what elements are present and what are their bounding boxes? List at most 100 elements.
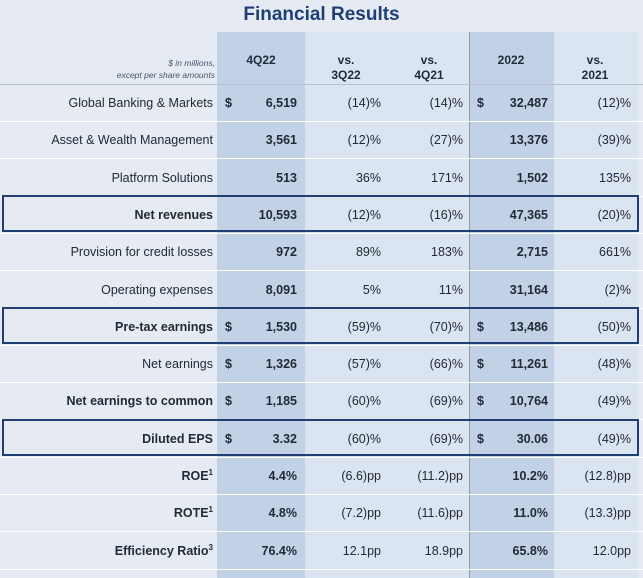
row-separator: [0, 233, 643, 234]
value-2022: 65.8%: [512, 544, 548, 558]
value-4q22: 3,561: [265, 133, 297, 147]
row-separator: [0, 382, 643, 383]
pct-vs-3q22: (6.6)pp: [341, 469, 381, 483]
pct-vs-3q22: 89%: [355, 245, 381, 259]
header-col-vs-2021: vs. 2021: [581, 53, 609, 82]
pct-vs-4q21: (69)%: [429, 432, 463, 446]
value-4q22: 4.8%: [268, 506, 298, 520]
row-separator: [0, 121, 643, 122]
value-2022: 2,715: [516, 245, 548, 259]
row-separator: [0, 158, 643, 159]
table-row: Global Banking & Markets $6,519 (14)% (14)%…: [0, 85, 643, 122]
value-4q22: 76.4%: [261, 544, 297, 558]
pct-vs-4q21: 171%: [431, 171, 463, 185]
currency-symbol: $: [225, 432, 232, 446]
table-row: Diluted EPS $3.32 (60)% (69)% $30.06 (49)%: [0, 421, 643, 458]
currency-symbol: $: [477, 357, 484, 371]
pct-vs-2021: 12.0pp: [592, 544, 631, 558]
year-divider: [469, 32, 470, 578]
value-2022: 47,365: [509, 208, 548, 222]
row-label: Platform Solutions: [111, 171, 213, 185]
row-label: ROE1: [181, 467, 213, 483]
pct-vs-2021: (50)%: [597, 320, 631, 334]
pct-vs-3q22: (57)%: [347, 357, 381, 371]
pct-vs-4q21: (27)%: [429, 133, 463, 147]
pct-vs-3q22: 5%: [362, 283, 381, 297]
value-2022: 11,261: [510, 357, 548, 371]
pct-vs-3q22: (59)%: [347, 320, 381, 334]
row-label: Provision for credit losses: [70, 245, 213, 259]
col-vs2021-bg: [554, 32, 638, 578]
pct-vs-4q21: (70)%: [429, 320, 463, 334]
value-2022: 13,376: [509, 133, 548, 147]
currency-symbol: $: [477, 320, 484, 334]
footnote-marker: 1: [208, 504, 213, 514]
pct-vs-2021: (12.8)pp: [584, 469, 631, 483]
currency-symbol: $: [477, 432, 484, 446]
value-4q22: 10,593: [258, 208, 297, 222]
page-title: Financial Results: [243, 4, 400, 25]
col-4q22-bg: [217, 32, 305, 578]
pct-vs-2021: (49)%: [597, 394, 631, 408]
pct-vs-2021: (13.3)pp: [584, 506, 631, 520]
table-row: Asset & Wealth Management 3,561 (12)% (27)%…: [0, 122, 643, 159]
footnote-marker: 3: [208, 542, 213, 552]
value-4q22: 8,091: [265, 283, 297, 297]
header-col-vs-4q21: vs. 4Q21: [414, 53, 444, 82]
value-4q22: 1,326: [265, 357, 297, 371]
currency-symbol: $: [477, 96, 484, 110]
table-row: Efficiency Ratio3 76.4% 12.1pp 18.9pp 65.8% 1…: [0, 533, 643, 570]
row-label: Net earnings to common: [66, 394, 213, 408]
pct-vs-3q22: (60)%: [347, 432, 381, 446]
row-label: Pre-tax earnings: [115, 320, 213, 334]
value-4q22: 972: [276, 245, 297, 259]
pct-vs-2021: (49)%: [597, 432, 631, 446]
header-divider: [0, 84, 643, 85]
row-separator: [0, 270, 643, 271]
table-row: Net revenues 10,593 (12)% (16)% 47,365 (20)%: [0, 197, 643, 234]
row-label: Net earnings: [142, 357, 213, 371]
pct-vs-3q22: (12)%: [347, 208, 381, 222]
pct-vs-3q22: (7.2)pp: [341, 506, 381, 520]
value-2022: 10,764: [509, 394, 548, 408]
value-2022: 1,502: [516, 171, 548, 185]
table-row: ROE1 4.4% (6.6)pp (11.2)pp 10.2% (12.8)pp: [0, 458, 643, 495]
table-row: Platform Solutions 513 36% 171% 1,502 135%: [0, 160, 643, 197]
highlight-box-net-revenues: [2, 195, 639, 232]
pct-vs-2021: (39)%: [597, 133, 631, 147]
row-label: Diluted EPS: [142, 432, 213, 446]
currency-symbol: $: [225, 96, 232, 110]
col-vs4q21-bg: [389, 32, 470, 578]
value-2022: 10.2%: [512, 469, 548, 483]
value-4q22: 4.4%: [268, 469, 298, 483]
value-2022: 31,164: [509, 283, 548, 297]
value-2022: 30.06: [516, 432, 548, 446]
pct-vs-2021: (12)%: [597, 96, 631, 110]
header-col-vs-3q22: vs. 3Q22: [331, 53, 361, 82]
pct-vs-4q21: (14)%: [429, 96, 463, 110]
pct-vs-4q21: (11.6)pp: [417, 506, 463, 520]
pct-vs-2021: 135%: [599, 171, 631, 185]
pct-vs-3q22: (60)%: [347, 394, 381, 408]
row-separator: [0, 569, 643, 570]
header-col-2022: 2022: [497, 53, 525, 67]
value-2022: 32,487: [509, 96, 548, 110]
value-2022: 13,486: [509, 320, 548, 334]
table-row: Net earnings $1,326 (57)% (66)% $11,261 (48)%: [0, 346, 643, 383]
pct-vs-2021: (20)%: [597, 208, 631, 222]
pct-vs-4q21: (69)%: [429, 394, 463, 408]
currency-symbol: $: [225, 357, 232, 371]
pct-vs-4q21: (11.2)pp: [417, 469, 463, 483]
pct-vs-3q22: (14)%: [347, 96, 381, 110]
row-label: Net revenues: [134, 208, 213, 222]
footnote-marker: 1: [208, 467, 213, 477]
header-col-4q22: 4Q22: [246, 53, 276, 67]
units-line-1: $ in millions,: [168, 58, 215, 68]
pct-vs-4q21: (16)%: [429, 208, 463, 222]
row-separator: [0, 457, 643, 458]
row-label: Efficiency Ratio3: [114, 542, 213, 558]
pct-vs-4q21: 11%: [438, 283, 463, 297]
pct-vs-4q21: 183%: [431, 245, 463, 259]
pct-vs-2021: 661%: [599, 245, 631, 259]
table-row: Provision for credit losses 972 89% 183% 2,7…: [0, 234, 643, 271]
